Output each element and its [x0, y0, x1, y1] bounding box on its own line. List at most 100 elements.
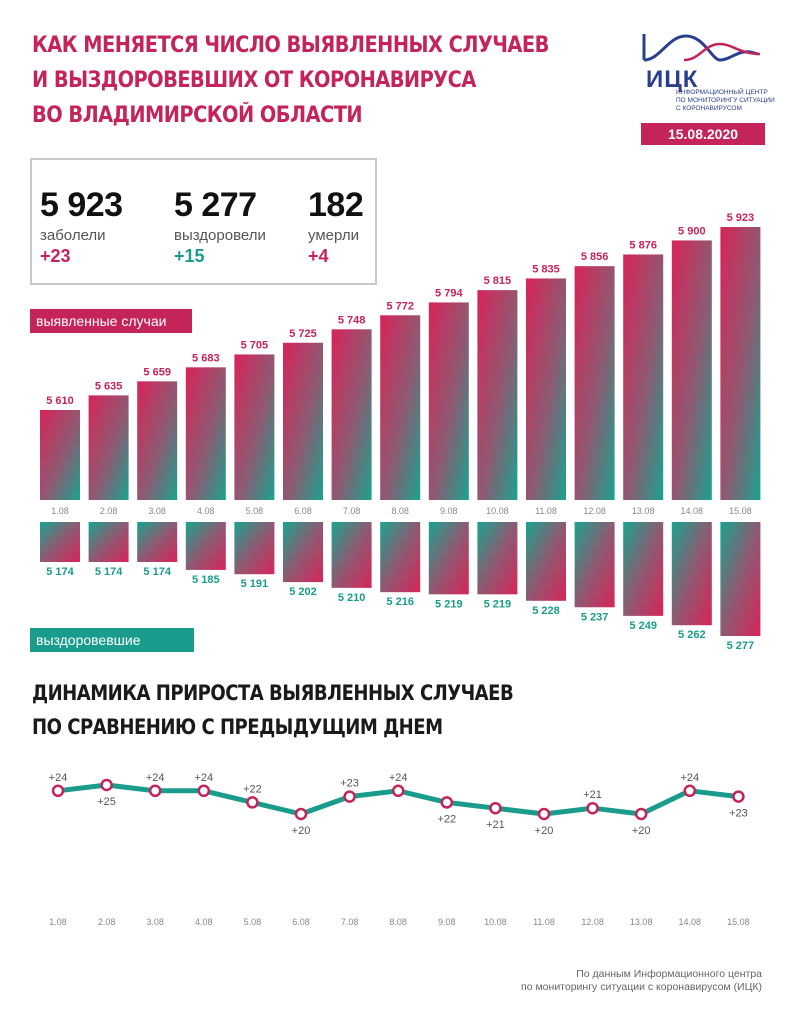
line-category-label: 6.08 — [292, 917, 310, 927]
recovered-bar-label: 5 262 — [678, 629, 706, 641]
title-line-3: ВО ВЛАДИМИРСКОЙ ОБЛАСТИ — [32, 103, 363, 128]
detected-bar-label: 5 725 — [289, 328, 317, 340]
recovered-bar — [234, 522, 275, 575]
logo-sub-line: С КОРОНАВИРУСОМ — [676, 105, 742, 112]
growth-point-label: +23 — [340, 778, 359, 790]
growth-title-line-2: ПО СРАВНЕНИЮ С ПРЕДЫДУЩИМ ДНЕМ — [32, 715, 443, 739]
detected-bar — [185, 367, 226, 500]
growth-point — [148, 784, 162, 798]
recovered-bar — [477, 522, 518, 595]
date-badge: 15.08.2020 — [641, 123, 765, 145]
bar-category-label: 2.08 — [100, 506, 118, 516]
growth-point — [343, 790, 356, 803]
recovered-bar — [671, 522, 712, 626]
growth-point — [489, 801, 502, 815]
stat-cases-label: заболели — [40, 227, 106, 244]
detected-bar-label: 5 794 — [435, 287, 463, 299]
recovered-bar — [623, 522, 664, 616]
growth-point-label: +23 — [729, 808, 748, 820]
recovered-bar — [331, 522, 372, 588]
growth-point — [391, 784, 405, 798]
logo-subtitle: ИНФОРМАЦИОННЫЙ ЦЕНТР ПО МОНИТОРИНГУ СИТУ… — [676, 89, 775, 113]
logo-sub-line: ПО МОНИТОРИНГУ СИТУАЦИИ — [676, 97, 775, 104]
recovered-bar — [526, 522, 566, 601]
recovered-bar-label: 5 174 — [46, 566, 74, 578]
source-line: По данным Информационного центра — [576, 968, 762, 980]
detected-bar — [283, 342, 323, 500]
line-category-label: 11.08 — [533, 917, 555, 927]
line-category-label: 2.08 — [98, 917, 116, 927]
stat-recovered: 5 277 выздоровели +15 — [174, 186, 266, 267]
growth-title-line-1: ДИНАМИКА ПРИРОСТА ВЫЯВЛЕННЫХ СЛУЧАЕВ — [32, 681, 514, 705]
recovered-tag: выздоровевшие — [30, 628, 194, 652]
detected-bar-label: 5 876 — [629, 239, 657, 251]
growth-point-label: +24 — [680, 772, 699, 784]
growth-point-label: +21 — [486, 819, 505, 831]
stats-box: 5 923 заболели +23 5 277 выздоровели +15… — [30, 158, 377, 285]
recovered-bar-label: 5 210 — [338, 592, 366, 604]
growth-point-label: +20 — [632, 825, 651, 837]
stat-cases: 5 923 заболели +23 — [40, 186, 123, 267]
title-line-1: КАК МЕНЯЕТСЯ ЧИСЛО ВЫЯВЛЕННЫХ СЛУЧАЕВ — [32, 33, 549, 58]
growth-line — [57, 782, 739, 817]
bar-category-label: 3.08 — [148, 506, 166, 516]
detected-bar — [234, 354, 275, 500]
growth-point-label: +22 — [243, 783, 262, 795]
growth-point — [537, 807, 551, 821]
growth-point-label: +24 — [49, 772, 68, 784]
line-category-label: 8.08 — [389, 917, 407, 927]
growth-point — [51, 784, 65, 798]
recovered-bar-label: 5 216 — [386, 596, 414, 608]
stat-cases-value: 5 923 — [40, 186, 123, 224]
source-note: По данным Информационного центра по мони… — [521, 968, 762, 994]
growth-point — [294, 807, 308, 821]
growth-point — [634, 807, 648, 821]
detected-bar — [526, 278, 566, 500]
bar-category-label: 4.08 — [197, 506, 215, 516]
stat-deaths-label: умерли — [308, 227, 359, 244]
detected-bar — [623, 254, 664, 500]
growth-point-label: +24 — [389, 772, 408, 784]
detected-bar — [40, 410, 80, 500]
growth-point — [100, 778, 113, 792]
line-category-label: 15.08 — [727, 917, 750, 927]
growth-point-label: +25 — [97, 796, 116, 808]
growth-point — [586, 801, 599, 815]
recovered-bar-label: 5 174 — [95, 566, 123, 578]
detected-bar-label: 5 635 — [95, 380, 123, 392]
recovered-bar-label: 5 219 — [435, 598, 463, 610]
detected-bar-label: 5 815 — [484, 275, 512, 287]
bar-category-label: 14.08 — [681, 506, 704, 516]
growth-point-label: +24 — [194, 772, 213, 784]
stat-deaths-delta: +4 — [308, 246, 329, 266]
growth-point-label: +20 — [292, 825, 311, 837]
recovered-bar — [40, 522, 80, 562]
stat-cases-delta: +23 — [40, 246, 71, 266]
line-category-label: 3.08 — [146, 917, 164, 927]
bar-category-label: 12.08 — [583, 506, 606, 516]
detected-bar-label: 5 659 — [143, 366, 171, 378]
line-category-label: 14.08 — [679, 917, 702, 927]
detected-cases-tag: выявленные случаи — [30, 309, 192, 333]
recovered-bar-label: 5 191 — [241, 578, 269, 590]
logo-sub-line: ИНФОРМАЦИОННЫЙ ЦЕНТР — [676, 89, 768, 96]
detected-bar — [137, 381, 178, 500]
detected-bar — [477, 290, 518, 500]
title-line-2: И ВЫЗДОРОВЕВШИХ ОТ КОРОНАВИРУСА — [32, 68, 476, 93]
bar-category-label: 1.08 — [51, 506, 69, 516]
recovered-bar — [283, 522, 323, 583]
recovered-bar-label: 5 185 — [192, 574, 220, 586]
recovered-bar — [88, 522, 129, 562]
growth-point — [197, 784, 211, 798]
recovered-bar — [574, 522, 615, 608]
recovered-bar — [380, 522, 421, 593]
bar-category-label: 8.08 — [391, 506, 409, 516]
detected-bar — [428, 302, 469, 500]
logo: ИЦК ИНФОРМАЦИОННЫЙ ЦЕНТР ПО МОНИТОРИНГУ … — [640, 30, 775, 112]
detected-bar-label: 5 748 — [338, 314, 366, 326]
line-category-label: 4.08 — [195, 917, 213, 927]
recovered-bar-label: 5 219 — [484, 598, 512, 610]
stat-recovered-delta: +15 — [174, 246, 205, 266]
